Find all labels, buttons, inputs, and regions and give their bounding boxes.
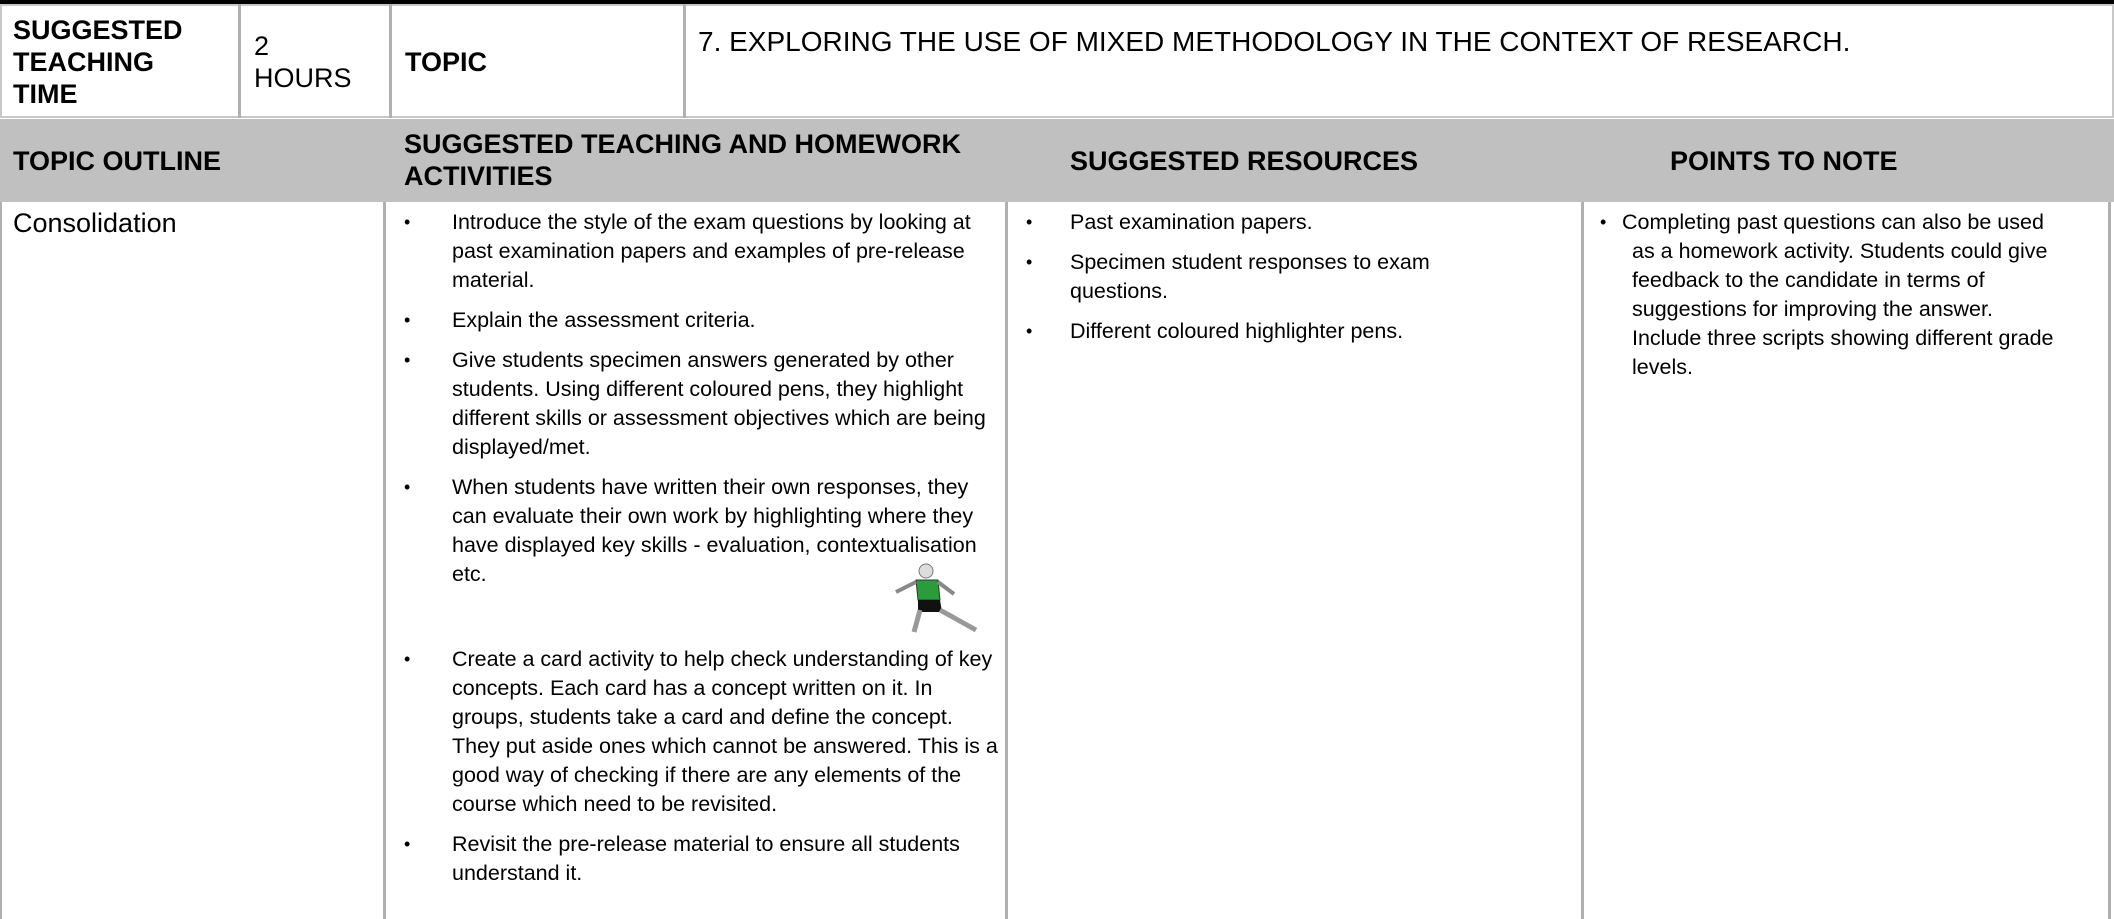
column-header: POINTS TO NOTE <box>1670 146 1898 176</box>
topic-label: TOPIC <box>405 47 488 77</box>
activity-item: Revisit the pre-release material to ensu… <box>390 830 1000 888</box>
column-header: SUGGESTED TEACHING AND HOMEWORK ACTIVITI… <box>404 129 962 191</box>
activity-item: Create a card activity to help check und… <box>390 645 1000 819</box>
divider <box>0 202 2 919</box>
column-header: TOPIC OUTLINE <box>13 146 222 176</box>
activity-item: Explain the assessment criteria. <box>390 306 1000 335</box>
divider <box>389 4 392 118</box>
resource-item: Different coloured highlighter pens. <box>1012 317 1512 346</box>
resource-item: Past examination papers. <box>1012 208 1512 237</box>
teaching-time: 2 HOURS <box>254 31 352 93</box>
clipart-figure <box>895 563 978 633</box>
top-border <box>0 0 2114 4</box>
divider <box>238 4 241 118</box>
resources-list: Past examination papers. Specimen student… <box>1012 208 1512 357</box>
activities-list: Introduce the style of the exam question… <box>390 208 1000 899</box>
note-item: Completing past questions can also be us… <box>1588 208 2066 382</box>
divider <box>683 4 686 118</box>
activity-item: Give students specimen answers generated… <box>390 346 1000 462</box>
column-header: SUGGESTED RESOURCES <box>1070 146 1419 176</box>
resource-item: Specimen student responses to exam quest… <box>1012 248 1512 306</box>
header-row <box>0 4 2114 118</box>
divider <box>383 202 386 919</box>
divider <box>2108 202 2111 919</box>
activity-item: When students have written their own res… <box>390 473 1000 589</box>
topic: 7. EXPLORING THE USE OF MIXED METHODOLOG… <box>698 26 1851 57</box>
divider <box>1005 202 1008 919</box>
divider <box>1581 202 1584 919</box>
column-header-row <box>0 119 2114 202</box>
topic-outline: Consolidation <box>13 208 177 238</box>
teaching-time-label: SUGGESTED TEACHING TIME <box>13 15 183 109</box>
notes-list: Completing past questions can also be us… <box>1588 208 2066 393</box>
activity-item: Introduce the style of the exam question… <box>390 208 1000 295</box>
